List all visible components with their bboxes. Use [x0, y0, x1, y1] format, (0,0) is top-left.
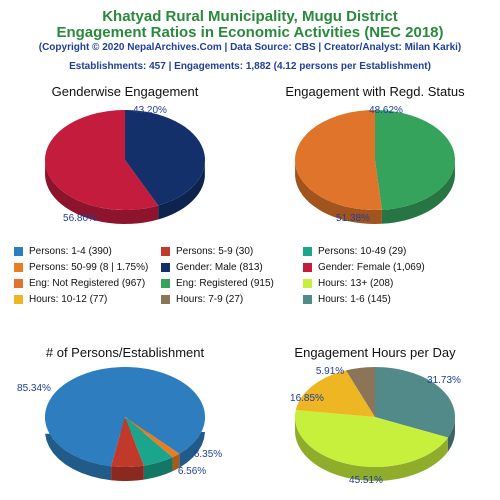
pie3-slice-50-99	[125, 417, 180, 458]
pie4-slice-side-13-	[295, 417, 448, 481]
pie2-slice-side-registered	[381, 161, 455, 224]
pie4-slice-side-1-6	[447, 418, 455, 452]
legend-swatch	[14, 263, 23, 272]
pie3-slice-1-4	[45, 366, 206, 467]
pie3-slice-5-9	[111, 417, 144, 468]
pie1-slice-female	[44, 110, 159, 210]
pie4-value-label: 5.91%	[316, 366, 344, 377]
legend-label: Persons: 1-4 (390)	[29, 246, 112, 257]
pie1-slice-side-male	[158, 162, 205, 220]
pie2-title: Engagement with Regd. Status	[285, 84, 465, 99]
credits-line: (Copyright © 2020 NepalArchives.Com | Da…	[38, 42, 462, 53]
pie3-slice-side-1-4	[45, 417, 205, 481]
legend-item: Persons: 5-9 (30)	[161, 246, 253, 257]
legend-swatch	[14, 279, 23, 288]
pie2-slice-registered	[375, 110, 455, 210]
legend-item: Persons: 50-99 (8 | 1.75%)	[14, 262, 148, 273]
pie4-slice-1-6	[375, 367, 455, 438]
pie3-slice-side-5-9	[111, 465, 144, 481]
legend-item: Gender: Male (813)	[161, 262, 263, 273]
legend-label: Hours: 13+ (208)	[318, 278, 394, 289]
legend-label: Eng: Registered (915)	[176, 278, 274, 289]
legend-swatch	[161, 263, 170, 272]
pie4-slice-13-	[295, 409, 448, 467]
legend-label: Hours: 7-9 (27)	[176, 294, 244, 305]
legend-item: Persons: 10-49 (29)	[303, 246, 406, 257]
chart-title-line2: Engagement Ratios in Economic Activities…	[56, 24, 444, 41]
pie3-title: # of Persons/Establishment	[46, 345, 205, 360]
pie1-slice-side-female	[45, 161, 159, 224]
legend-label: Gender: Male (813)	[176, 262, 263, 273]
legend-swatch	[303, 263, 312, 272]
chart-title-line1: Khatyad Rural Municipality, Mugu Distric…	[102, 8, 398, 25]
pie3-slice-side-10-49	[143, 457, 173, 480]
pie4-slice-10-12	[295, 370, 375, 417]
legend-label: Hours: 10-12 (77)	[29, 294, 108, 305]
legend-item: Gender: Female (1,069)	[303, 262, 425, 273]
pie4-value-label: 31.73%	[427, 375, 461, 386]
pie4-value-label: 16.85%	[290, 393, 324, 404]
legend-swatch	[14, 295, 23, 304]
legend-label: Persons: 5-9 (30)	[176, 246, 254, 257]
legend-label: Hours: 1-6 (145)	[318, 294, 391, 305]
legend-item: Eng: Not Registered (967)	[14, 278, 145, 289]
legend-item: Hours: 13+ (208)	[303, 278, 393, 289]
pie3-value-label: 6.56%	[178, 466, 206, 477]
legend-swatch	[303, 279, 312, 288]
legend-swatch	[161, 279, 170, 288]
pie1-value-label: 56.80%	[63, 213, 97, 224]
legend-label: Persons: 10-49 (29)	[318, 246, 407, 257]
pie1-value-label: 43.20%	[133, 105, 167, 116]
pie1-title: Genderwise Engagement	[52, 84, 199, 99]
legend-swatch	[14, 247, 23, 256]
pie4-title: Engagement Hours per Day	[294, 345, 456, 360]
pie2-slice-not-registered	[294, 110, 382, 210]
legend-label: Persons: 50-99 (8 | 1.75%)	[29, 262, 149, 273]
pie4-value-label: 45.51%	[349, 475, 383, 486]
legend-label: Eng: Not Registered (967)	[29, 278, 146, 289]
pie3-value-label: 85.34%	[17, 383, 51, 394]
pie1-slice-male	[125, 110, 205, 206]
legend-swatch	[161, 295, 170, 304]
legend-item: Hours: 7-9 (27)	[161, 294, 243, 305]
pie2-slice-side-not-registered	[295, 162, 382, 224]
legend-item: Persons: 1-4 (390)	[14, 246, 112, 257]
legend-swatch	[303, 295, 312, 304]
legend-item: Hours: 1-6 (145)	[303, 294, 391, 305]
pie3-slice-10-49	[125, 417, 173, 466]
legend-swatch	[303, 247, 312, 256]
pie2-value-label: 48.62%	[369, 105, 403, 116]
pie3-slice-side-50-99	[172, 453, 180, 472]
pie2-value-label: 51.38%	[336, 213, 370, 224]
legend-label: Gender: Female (1,069)	[318, 262, 425, 273]
pie4-slice-7-9	[345, 367, 375, 417]
legend-item: Hours: 10-12 (77)	[14, 294, 107, 305]
summary-line: Establishments: 457 | Engagements: 1,882…	[69, 61, 431, 72]
legend-item: Eng: Registered (915)	[161, 278, 274, 289]
pie3-value-label: 6.35%	[194, 449, 222, 460]
legend-swatch	[161, 247, 170, 256]
